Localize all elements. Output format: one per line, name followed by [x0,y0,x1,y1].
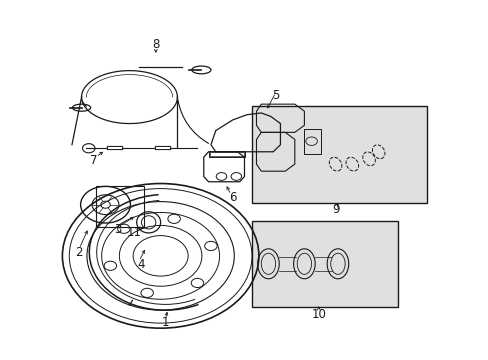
Text: 8: 8 [152,38,159,51]
Bar [208,151,244,157]
Bar [251,221,397,307]
Text: 7: 7 [90,154,97,167]
Text: 4: 4 [138,258,145,271]
Text: 6: 6 [228,191,236,204]
Bar [209,152,243,156]
Text: 9: 9 [331,203,339,216]
Text: 3: 3 [114,223,121,236]
Text: 11: 11 [126,226,142,239]
Text: 2: 2 [75,246,83,259]
Bar [304,129,321,154]
Text: 1: 1 [162,316,169,329]
Bar [96,186,143,227]
Bar [251,106,426,203]
Text: 10: 10 [311,307,325,320]
Text: 5: 5 [271,89,279,102]
